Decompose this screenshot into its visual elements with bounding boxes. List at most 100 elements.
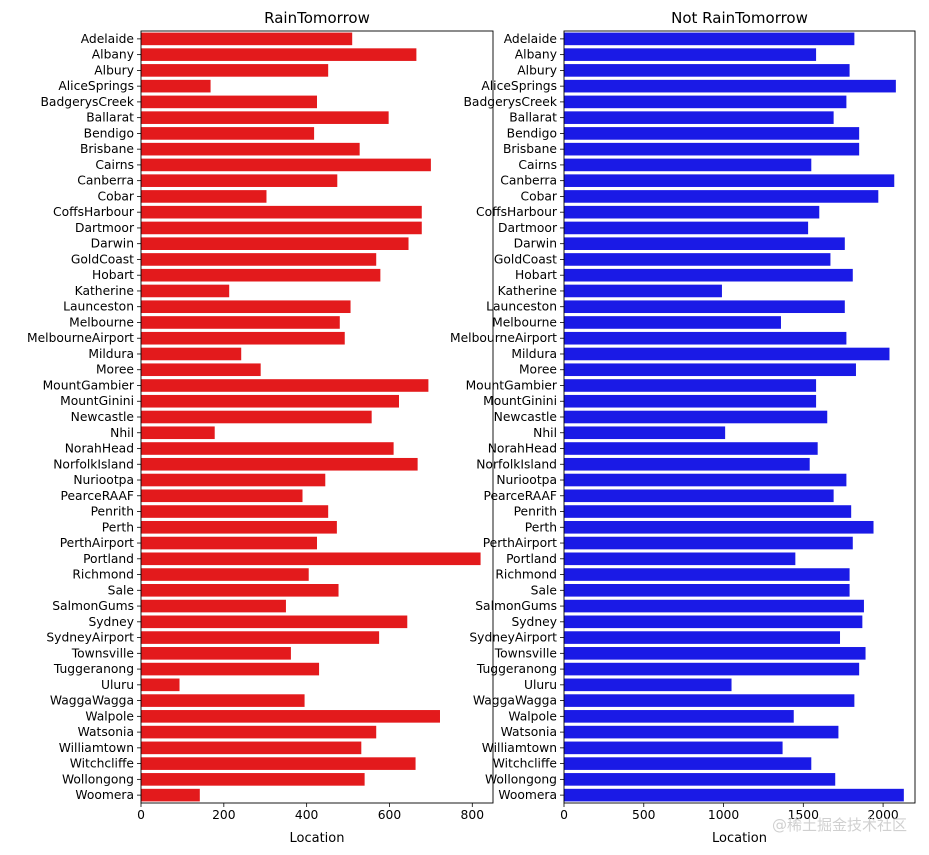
x-tick-label: 0 [560,808,568,822]
y-tick-label: PearceRAAF [484,489,557,503]
bar [564,741,783,755]
bar [141,457,418,471]
y-tick-label: Ballarat [86,111,134,125]
y-tick-label: Uluru [524,678,557,692]
y-tick-label: Canberra [500,174,557,188]
y-tick-label: Albury [517,63,557,77]
y-tick-label: Dartmoor [75,221,135,235]
y-tick-label: Nhil [533,426,557,440]
y-tick-label: Darwin [514,237,557,251]
y-tick-label: Nhil [110,426,134,440]
chart-title: Not RainTomorrow [671,9,808,27]
y-tick-label: Sale [108,583,134,597]
bar [141,394,399,408]
watermark: @稀土掘金技术社区 [771,816,907,834]
bar [564,584,850,597]
y-tick-label: Newcastle [494,410,557,424]
y-tick-label: Watsonia [78,725,134,739]
y-tick-label: WaggaWagga [50,694,134,708]
bar [564,678,732,692]
x-axis-label: Location [290,831,345,846]
y-tick-label: Richmond [495,568,557,582]
y-tick-label: PearceRAAF [61,489,134,503]
y-tick-label: Watsonia [501,725,557,739]
y-tick-label: NorfolkIsland [476,457,557,471]
y-tick-label: Penrith [514,505,557,519]
y-tick-label: Sydney [88,615,134,629]
y-tick-label: Dartmoor [498,221,558,235]
bar [564,331,847,345]
y-tick-label: CoffsHarbour [476,205,558,219]
bar [564,284,722,298]
bar [141,300,351,314]
y-tick-label: Newcastle [71,410,134,424]
y-tick-label: Tuggeranong [53,662,134,676]
y-tick-label: Brisbane [503,142,557,156]
y-tick-label: Darwin [91,237,134,251]
bar [141,678,180,692]
bar [564,615,863,629]
x-tick-label: 400 [295,808,318,822]
y-tick-label: Tuggeranong [476,662,557,676]
y-tick-label: BadgerysCreek [40,95,134,109]
bar [564,379,817,392]
bar [141,426,215,440]
bar [141,725,377,739]
y-tick-label: Mildura [88,347,134,361]
y-tick-label: PerthAirport [483,536,557,550]
y-tick-label: Nuriootpa [73,473,134,487]
y-tick-label: NorahHead [488,442,557,456]
bar [141,741,362,755]
bar [141,347,242,361]
y-tick-label: Cairns [518,158,557,172]
bar [564,725,839,739]
bar [564,631,841,644]
bar [564,773,836,786]
y-tick-label: Cobar [97,189,134,203]
y-tick-label: Melbourne [492,315,557,329]
x-tick-label: 200 [212,808,235,822]
y-tick-label: Adelaide [81,32,134,46]
bar [141,599,286,613]
bar [141,773,365,786]
bar [141,694,305,707]
bar [564,64,850,77]
y-tick-label: CoffsHarbour [53,205,135,219]
bar [141,268,381,282]
y-tick-label: Richmond [72,568,134,582]
x-tick-label: 600 [378,808,401,822]
bar [564,410,828,424]
y-tick-label: SalmonGums [52,599,134,613]
y-tick-label: Witchcliffe [493,757,557,771]
y-tick-label: AliceSprings [58,79,134,93]
bar [564,599,864,613]
y-tick-label: Mildura [511,347,557,361]
y-tick-label: MountGambier [466,378,558,392]
y-tick-label: Albany [92,48,134,62]
y-tick-label: Launceston [486,300,557,314]
bar [564,237,845,250]
y-tick-label: Portland [83,552,134,566]
bar [141,284,230,298]
bar [564,520,874,534]
y-tick-label: SydneyAirport [469,631,557,645]
y-tick-label: Williamtown [482,741,557,755]
bar [141,32,353,46]
y-tick-label: GoldCoast [71,252,134,266]
y-tick-label: Perth [525,520,557,534]
y-tick-label: MountGinini [483,394,557,408]
bar [564,142,860,156]
y-tick-label: Bendigo [507,126,557,140]
x-tick-label: 800 [461,808,484,822]
bar [141,221,422,235]
y-tick-label: WaggaWagga [473,694,557,708]
bar [141,631,380,644]
y-tick-label: Sydney [511,615,557,629]
y-tick-label: Moree [519,363,557,377]
bar [564,48,817,61]
y-tick-label: NorfolkIsland [53,457,134,471]
y-tick-label: Hobart [515,268,557,282]
bar [141,552,481,566]
